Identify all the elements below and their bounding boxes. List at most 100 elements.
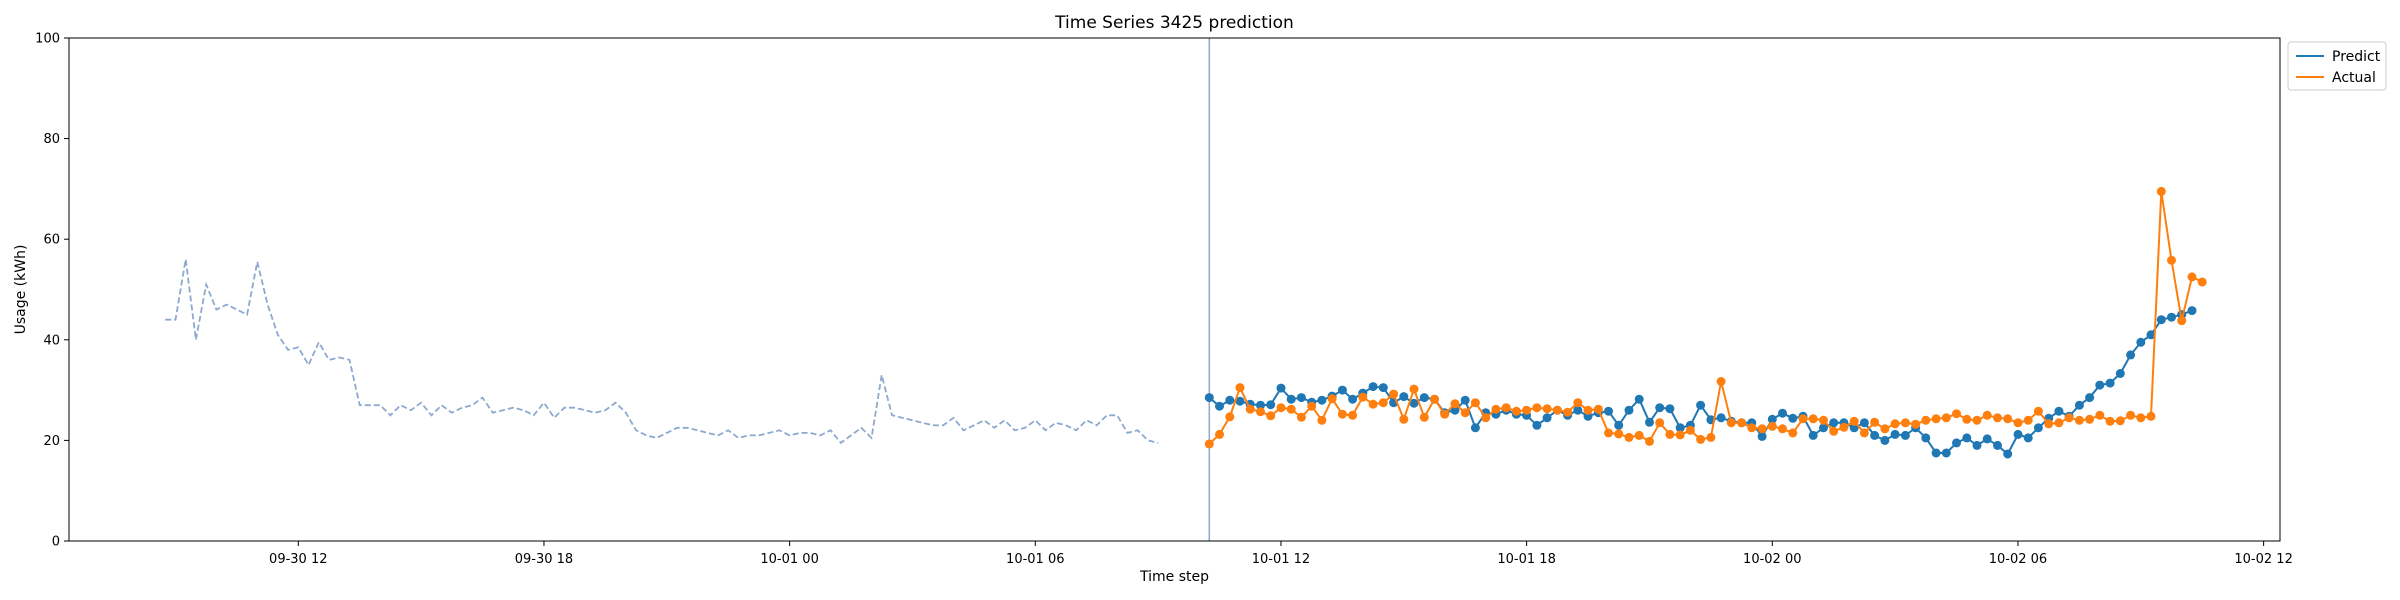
actual-point bbox=[2126, 410, 2136, 420]
actual-point bbox=[1706, 432, 1716, 442]
predict-point bbox=[1399, 392, 1409, 402]
actual-point bbox=[1409, 384, 1419, 394]
actual-point bbox=[1573, 398, 1583, 408]
actual-point bbox=[2105, 416, 2115, 426]
legend-label-actual: Actual bbox=[2332, 70, 2376, 86]
actual-point bbox=[2074, 415, 2084, 425]
actual-point bbox=[1450, 399, 1460, 409]
predict-point bbox=[1829, 418, 1839, 428]
actual-point bbox=[1307, 401, 1317, 411]
actual-point bbox=[2033, 406, 2043, 416]
actual-point bbox=[1778, 424, 1787, 434]
actual-point bbox=[1931, 414, 1941, 424]
predict-point bbox=[1532, 420, 1542, 430]
predict-point bbox=[1470, 423, 1480, 433]
legend: Predict Actual bbox=[2287, 41, 2387, 91]
actual-point bbox=[1511, 406, 1521, 416]
actual-point bbox=[1460, 408, 1470, 418]
predict-point bbox=[1952, 438, 1961, 448]
actual-point bbox=[1348, 410, 1358, 420]
predict-point bbox=[1286, 394, 1296, 404]
predict-point bbox=[2033, 423, 2043, 433]
predict-point bbox=[2105, 378, 2115, 388]
predict-point bbox=[2023, 433, 2033, 443]
actual-point bbox=[1604, 428, 1613, 438]
predict-point bbox=[1317, 395, 1327, 405]
actual-point bbox=[1767, 421, 1777, 431]
actual-point bbox=[1245, 404, 1255, 414]
actual-point bbox=[1675, 430, 1685, 440]
plot-frame bbox=[68, 37, 2281, 542]
y-tick-label: 100 bbox=[35, 32, 60, 47]
predict-point bbox=[1778, 408, 1787, 418]
actual-point bbox=[1286, 404, 1296, 414]
predict-point bbox=[1757, 431, 1767, 441]
predict-point bbox=[1645, 417, 1654, 427]
predict-point bbox=[1296, 393, 1306, 403]
predict-point bbox=[1931, 448, 1941, 458]
actual-point bbox=[1368, 399, 1378, 409]
actual-point bbox=[2044, 419, 2054, 429]
plot-area bbox=[165, 38, 2207, 541]
actual-point bbox=[1665, 429, 1675, 439]
predict-point bbox=[1870, 430, 1880, 440]
actual-point bbox=[2023, 415, 2033, 425]
actual-point bbox=[2156, 186, 2166, 196]
y-axis: 0 20 40 60 80 100 bbox=[35, 32, 69, 550]
predict-point bbox=[2013, 429, 2023, 439]
actual-point bbox=[1501, 403, 1511, 413]
predict-point bbox=[1716, 413, 1726, 423]
actual-point bbox=[1624, 432, 1634, 442]
actual-point bbox=[1849, 416, 1859, 426]
actual-point bbox=[1491, 404, 1501, 414]
predict-point bbox=[1235, 396, 1245, 406]
y-tick-label: 40 bbox=[43, 333, 60, 348]
actual-point bbox=[1737, 418, 1747, 428]
actual-point bbox=[1583, 405, 1593, 415]
actual-point bbox=[1522, 405, 1532, 415]
predict-point bbox=[1808, 430, 1818, 440]
actual-point bbox=[1962, 414, 1972, 424]
predict-point bbox=[2095, 380, 2105, 390]
predict-point bbox=[1941, 448, 1951, 458]
actual-point bbox=[1757, 424, 1767, 434]
predict-point bbox=[1368, 382, 1378, 392]
predict-point bbox=[1849, 423, 1859, 433]
actual-point bbox=[1911, 419, 1921, 429]
actual-point bbox=[1614, 429, 1624, 439]
actual-point bbox=[1788, 428, 1798, 438]
actual-point bbox=[1870, 417, 1880, 427]
predict-point bbox=[2054, 406, 2064, 416]
actual-point bbox=[1276, 403, 1286, 413]
actual-point bbox=[1593, 404, 1603, 414]
predict-point bbox=[1962, 433, 1972, 443]
predict-point bbox=[1614, 420, 1624, 430]
x-tick-label: 10-01 06 bbox=[1006, 552, 1064, 567]
predict-point bbox=[1348, 394, 1358, 404]
predict-point bbox=[1450, 405, 1460, 415]
actual-point bbox=[1327, 394, 1337, 404]
predict-point bbox=[2156, 315, 2166, 325]
predict-point bbox=[1767, 414, 1777, 424]
actual-point bbox=[1952, 409, 1961, 419]
y-axis-label: Usage (kWh) bbox=[13, 245, 29, 335]
predict-point bbox=[1900, 430, 1910, 440]
actual-point bbox=[1685, 425, 1695, 435]
y-tick-label: 60 bbox=[43, 233, 60, 248]
predict-point bbox=[1788, 413, 1798, 423]
actual-point bbox=[2064, 413, 2074, 423]
actual-point bbox=[1358, 392, 1368, 402]
predict-point bbox=[1624, 405, 1634, 415]
predict-point bbox=[1655, 403, 1665, 413]
actual-point bbox=[1941, 413, 1951, 423]
x-axis: 09-30 12 09-30 18 10-01 00 10-01 06 10-01 12… bbox=[269, 541, 2293, 567]
actual-point bbox=[1481, 413, 1491, 423]
chart-title: Time Series 3425 prediction bbox=[1054, 13, 1294, 33]
predict-point bbox=[1204, 393, 1214, 403]
actual-point bbox=[2085, 414, 2095, 424]
actual-point bbox=[1900, 418, 1910, 428]
actual-point bbox=[1982, 410, 1992, 420]
y-tick-label: 20 bbox=[43, 434, 60, 449]
